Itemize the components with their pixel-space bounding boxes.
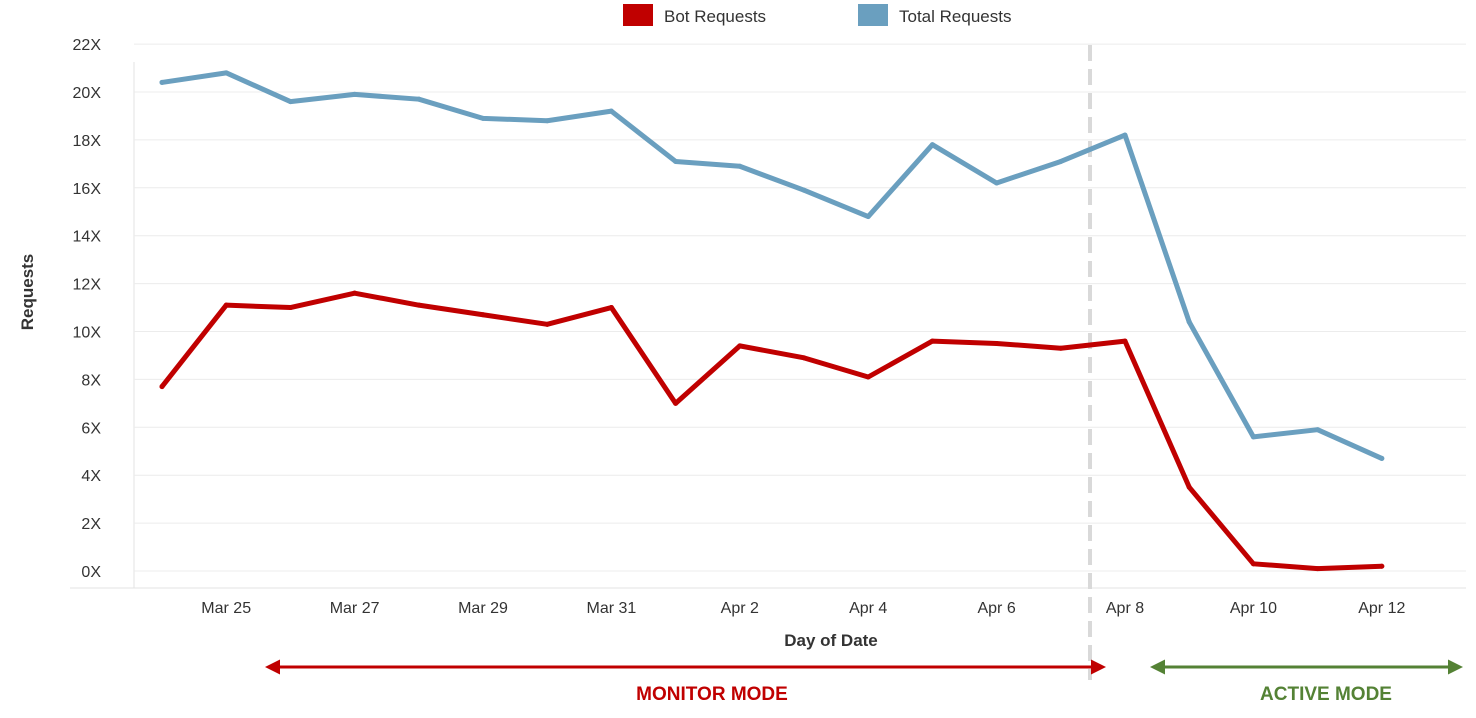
legend-label: Total Requests (899, 7, 1011, 26)
y-tick-label: 2X (81, 516, 101, 533)
data-point-bot-requests (737, 343, 743, 349)
y-tick-label: 14X (73, 229, 102, 246)
monitor-mode-label: MONITOR MODE (636, 684, 788, 705)
data-point-bot-requests (865, 374, 871, 380)
legend: Bot Requests Total Requests (623, 4, 1011, 26)
data-point-bot-requests (480, 312, 486, 318)
data-point-bot-requests (223, 302, 229, 308)
data-point-bot-requests (1058, 345, 1064, 351)
x-tick-label: Mar 27 (330, 600, 380, 617)
data-point-total-requests (352, 91, 358, 97)
data-point-total-requests (223, 70, 229, 76)
data-point-bot-requests (608, 305, 614, 311)
data-point-bot-requests (287, 305, 293, 311)
x-tick-label: Apr 8 (1106, 600, 1144, 617)
data-point-total-requests (994, 180, 1000, 186)
y-tick-label: 18X (73, 133, 102, 150)
x-tick-label: Apr 12 (1358, 600, 1405, 617)
data-point-bot-requests (544, 321, 550, 327)
data-point-bot-requests (159, 384, 165, 390)
x-axis-ticks: Mar 25 Mar 27 Mar 29 Mar 31 Apr 2 Apr 4 Apr 6 A… (201, 600, 1405, 617)
data-point-total-requests (737, 163, 743, 169)
x-tick-label: Mar 29 (458, 600, 508, 617)
x-axis-title: Day of Date (784, 631, 878, 650)
x-tick-label: Apr 10 (1230, 600, 1277, 617)
active-mode-label: ACTIVE MODE (1260, 684, 1392, 705)
y-tick-label: 6X (81, 420, 101, 437)
data-point-total-requests (1379, 455, 1385, 461)
data-point-total-requests (1186, 319, 1192, 325)
data-point-bot-requests (801, 355, 807, 361)
data-point-total-requests (480, 115, 486, 121)
legend-label: Bot Requests (664, 7, 766, 26)
y-tick-label: 12X (73, 277, 102, 294)
y-tick-label: 4X (81, 468, 101, 485)
data-point-total-requests (1250, 434, 1256, 440)
series-lines (159, 70, 1385, 572)
data-point-total-requests (801, 187, 807, 193)
data-point-bot-requests (1186, 484, 1192, 490)
data-point-total-requests (287, 99, 293, 105)
data-point-total-requests (1122, 132, 1128, 138)
legend-swatch (858, 4, 888, 26)
data-point-bot-requests (994, 340, 1000, 346)
y-axis-ticks: 0X 2X 4X 6X 8X 10X 12X 14X 16X 18X 20X 22X (73, 37, 102, 581)
legend-swatch (623, 4, 653, 26)
data-point-bot-requests (929, 338, 935, 344)
series-line-bot-requests (159, 290, 1385, 572)
y-axis-title: Requests (18, 254, 37, 331)
data-point-total-requests (1315, 427, 1321, 433)
data-point-total-requests (608, 108, 614, 114)
mode-annotations: MONITOR MODE ACTIVE MODE (265, 659, 1463, 705)
data-point-bot-requests (1379, 563, 1385, 569)
y-tick-label: 0X (81, 564, 101, 581)
data-point-bot-requests (1122, 338, 1128, 344)
x-tick-label: Apr 4 (849, 600, 887, 617)
data-point-bot-requests (1250, 561, 1256, 567)
data-point-total-requests (416, 96, 422, 102)
data-point-total-requests (1058, 158, 1064, 164)
y-tick-label: 16X (73, 181, 102, 198)
x-tick-label: Apr 6 (977, 600, 1015, 617)
x-tick-label: Apr 2 (721, 600, 759, 617)
series-line-total-requests (159, 70, 1385, 461)
data-point-total-requests (865, 214, 871, 220)
y-tick-label: 20X (73, 85, 102, 102)
data-point-total-requests (929, 142, 935, 148)
y-tick-label: 10X (73, 325, 102, 342)
x-tick-label: Mar 25 (201, 600, 251, 617)
data-point-total-requests (159, 79, 165, 85)
y-tick-label: 22X (73, 37, 102, 54)
data-point-bot-requests (673, 400, 679, 406)
data-point-total-requests (673, 158, 679, 164)
data-point-total-requests (544, 118, 550, 124)
data-point-bot-requests (1315, 566, 1321, 572)
grid-lines (70, 43, 1466, 589)
data-point-bot-requests (352, 290, 358, 296)
data-point-bot-requests (416, 302, 422, 308)
y-tick-label: 8X (81, 372, 101, 389)
x-tick-label: Mar 31 (587, 600, 637, 617)
